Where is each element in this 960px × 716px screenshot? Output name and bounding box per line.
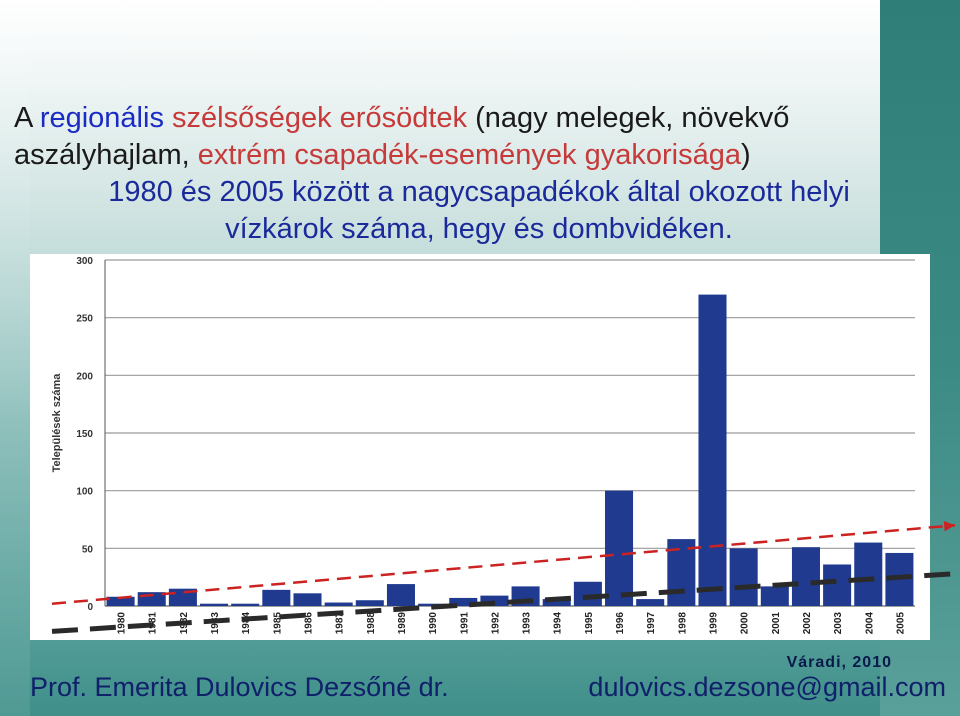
- y-tick-label: 100: [76, 487, 93, 498]
- y-tick-label: 150: [76, 429, 93, 440]
- x-tick-label: 1986: [304, 612, 315, 635]
- x-tick-label: 1994: [553, 612, 564, 635]
- title-text-drought: aszályhajlam,: [14, 139, 198, 171]
- x-tick-label: 1990: [428, 612, 439, 635]
- footer-author-name: Prof. Emerita Dulovics Dezsőné dr.: [30, 672, 449, 702]
- x-tick-label: 2002: [802, 612, 813, 635]
- bar-1994: [542, 599, 571, 606]
- y-tick-label: 250: [76, 314, 93, 325]
- slide-title: A regionális szélsőségek erősödtek (nagy…: [14, 100, 944, 248]
- bar-1988: [355, 600, 384, 606]
- bar-2002: [791, 547, 820, 606]
- bar-2001: [760, 586, 789, 606]
- x-tick-label: 1997: [646, 612, 657, 635]
- x-tick-label: 1996: [615, 612, 626, 635]
- footer-email: dulovics.dezsone@gmail.com: [588, 672, 946, 702]
- x-tick-label: 1980: [117, 612, 128, 635]
- x-tick-label: 1982: [179, 612, 190, 635]
- background-left-glow: [0, 0, 30, 716]
- bar-1991: [449, 597, 478, 606]
- title-line-1: A regionális szélsőségek erősödtek (nagy…: [14, 100, 944, 137]
- bar-1999: [698, 294, 727, 606]
- x-tick-label: 2000: [740, 612, 751, 635]
- y-tick-label: 300: [76, 256, 93, 267]
- bar-1987: [324, 602, 353, 606]
- x-tick-label: 1981: [148, 612, 159, 635]
- bar-2005: [885, 552, 914, 606]
- bar-2000: [729, 548, 758, 606]
- y-tick-label: 0: [87, 602, 93, 613]
- bar-1983: [200, 603, 229, 606]
- bar-1985: [262, 589, 291, 606]
- bar-1997: [636, 599, 665, 606]
- x-tick-label: 1983: [210, 612, 221, 635]
- bar-2004: [854, 542, 883, 606]
- title-line-3: 1980 és 2005 között a nagycsapadékok ált…: [108, 176, 850, 208]
- bar-1986: [293, 593, 322, 606]
- bar-1996: [605, 490, 634, 606]
- bar-1980: [106, 596, 135, 606]
- x-tick-label: 1991: [459, 612, 470, 635]
- bar-1995: [573, 581, 602, 606]
- x-tick-label: 2005: [895, 612, 906, 635]
- bar-1992: [480, 595, 509, 606]
- title-text-paren: (nagy melegek, növekvő: [467, 102, 790, 134]
- source-author-tag: Váradi, 2010: [786, 654, 892, 671]
- x-tick-label: 1988: [366, 612, 377, 635]
- title-text-a: A: [14, 102, 40, 134]
- bar-1984: [231, 603, 260, 606]
- bar-1981: [137, 592, 166, 606]
- x-tick-label: 1985: [272, 612, 283, 635]
- title-text-regional: regionális: [39, 102, 164, 134]
- bar-1998: [667, 539, 696, 606]
- bar-1990: [418, 603, 447, 606]
- y-tick-label: 50: [82, 544, 94, 555]
- y-axis-label: Települések száma: [51, 373, 63, 473]
- y-tick-label: 200: [76, 371, 93, 382]
- bar-2003: [823, 564, 852, 606]
- x-tick-label: 1992: [490, 612, 501, 635]
- x-tick-label: 1998: [677, 612, 688, 635]
- x-tick-label: 2004: [864, 612, 875, 635]
- bar-1993: [511, 586, 540, 606]
- title-text-precip-events: extrém csapadék-események gyakorisága: [197, 139, 741, 171]
- title-text-extremes: szélsőségek erősödtek: [163, 102, 468, 134]
- chart-panel: 0 50 100 150 200 250 300 Települések száma 1980 1…: [30, 254, 930, 640]
- x-tick-label: 1995: [584, 612, 595, 635]
- x-tick-label: 1999: [709, 612, 720, 635]
- title-line-2: aszályhajlam, extrém csapadék-események …: [14, 137, 944, 174]
- title-line-4: vízkárok száma, hegy és dombvidéken.: [225, 213, 733, 245]
- bar-chart: 0 50 100 150 200 250 300 Települések száma 1980 1…: [51, 256, 915, 635]
- bar-1989: [386, 584, 415, 606]
- title-text-paren-close: ): [740, 139, 751, 171]
- x-tick-label: 2003: [833, 612, 844, 635]
- x-tick-label: 1993: [522, 612, 533, 635]
- x-tick-label: 1987: [335, 612, 346, 635]
- x-tick-label: 1984: [241, 612, 252, 635]
- x-tick-label: 2001: [771, 612, 782, 635]
- x-tick-label: 1989: [397, 612, 408, 635]
- bar-1982: [168, 588, 197, 606]
